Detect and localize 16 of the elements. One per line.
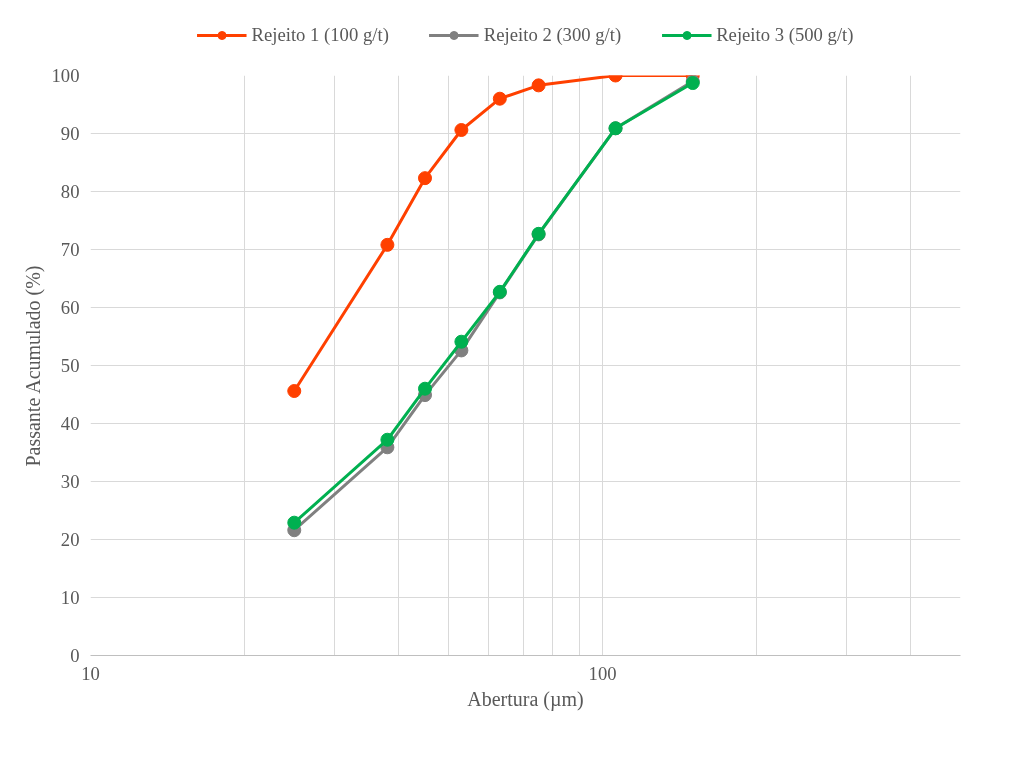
y-tick-label: 100: [51, 65, 80, 86]
y-tick-label: 70: [60, 239, 80, 260]
y-tick-label: 90: [60, 123, 80, 144]
y-tick-label: 10: [60, 587, 80, 608]
y-axis-title: Passante Acumulado (%): [21, 265, 45, 467]
y-tick-label: 80: [60, 181, 80, 202]
y-tick-label: 40: [60, 413, 80, 434]
y-tick-label: 50: [60, 355, 80, 376]
legend-label: Rejeito 1 (100 g/t): [251, 24, 389, 46]
y-tick-label: 0: [70, 645, 80, 666]
y-tick-label: 30: [60, 471, 80, 492]
x-axis-title: Abertura (µm): [467, 687, 584, 711]
legend-label: Rejeito 3 (500 g/t): [716, 24, 854, 46]
legend-label: Rejeito 2 (300 g/t): [483, 24, 622, 46]
y-tick-label: 20: [60, 529, 80, 550]
y-tick-label: 60: [60, 297, 80, 318]
